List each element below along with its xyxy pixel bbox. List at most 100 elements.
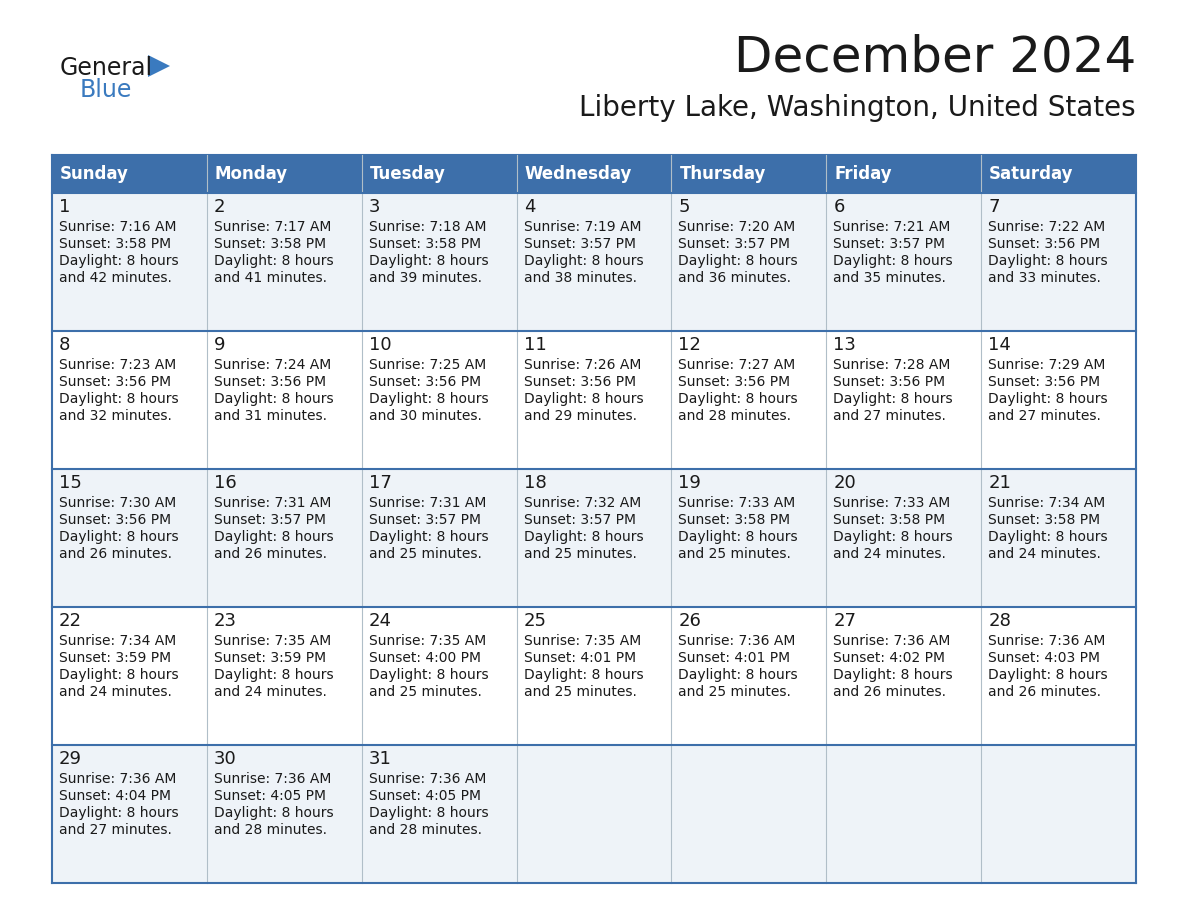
Bar — [827, 607, 981, 745]
Bar — [827, 331, 981, 469]
Bar — [207, 331, 361, 469]
Text: Daylight: 8 hours: Daylight: 8 hours — [59, 806, 178, 820]
Text: Sunrise: 7:34 AM: Sunrise: 7:34 AM — [59, 634, 176, 648]
Text: 15: 15 — [59, 474, 82, 492]
Text: Sunrise: 7:36 AM: Sunrise: 7:36 AM — [368, 772, 486, 786]
Bar — [671, 607, 827, 745]
Text: 5: 5 — [678, 198, 690, 216]
Text: Sunset: 3:57 PM: Sunset: 3:57 PM — [678, 237, 790, 251]
Text: Sunset: 3:59 PM: Sunset: 3:59 PM — [214, 651, 326, 665]
Text: and 24 minutes.: and 24 minutes. — [988, 547, 1101, 561]
Text: 25: 25 — [524, 612, 546, 630]
Text: Sunrise: 7:31 AM: Sunrise: 7:31 AM — [214, 496, 331, 510]
Text: Daylight: 8 hours: Daylight: 8 hours — [988, 530, 1107, 544]
Text: Sunrise: 7:23 AM: Sunrise: 7:23 AM — [59, 358, 176, 372]
Bar — [827, 193, 981, 331]
Text: 29: 29 — [59, 750, 82, 768]
Text: Daylight: 8 hours: Daylight: 8 hours — [988, 668, 1107, 682]
Text: Daylight: 8 hours: Daylight: 8 hours — [524, 392, 643, 406]
Text: Thursday: Thursday — [680, 165, 766, 183]
Bar — [361, 607, 517, 745]
Text: Sunset: 3:57 PM: Sunset: 3:57 PM — [368, 513, 481, 527]
Text: Wednesday: Wednesday — [525, 165, 632, 183]
Text: Daylight: 8 hours: Daylight: 8 hours — [524, 530, 643, 544]
Text: Daylight: 8 hours: Daylight: 8 hours — [214, 668, 334, 682]
Text: Sunrise: 7:20 AM: Sunrise: 7:20 AM — [678, 220, 796, 234]
Bar — [827, 745, 981, 883]
Text: Sunrise: 7:34 AM: Sunrise: 7:34 AM — [988, 496, 1105, 510]
Text: and 25 minutes.: and 25 minutes. — [368, 685, 481, 699]
Bar — [52, 745, 207, 883]
Text: 1: 1 — [59, 198, 70, 216]
Text: Sunset: 3:59 PM: Sunset: 3:59 PM — [59, 651, 171, 665]
Bar — [981, 607, 1136, 745]
Text: Tuesday: Tuesday — [369, 165, 446, 183]
Text: and 41 minutes.: and 41 minutes. — [214, 271, 327, 285]
Text: and 28 minutes.: and 28 minutes. — [214, 823, 327, 837]
Text: 16: 16 — [214, 474, 236, 492]
Bar — [517, 607, 671, 745]
Bar — [52, 469, 207, 607]
Text: Sunrise: 7:35 AM: Sunrise: 7:35 AM — [524, 634, 640, 648]
Text: 8: 8 — [59, 336, 70, 354]
Text: Sunrise: 7:21 AM: Sunrise: 7:21 AM — [833, 220, 950, 234]
Text: 14: 14 — [988, 336, 1011, 354]
Text: 26: 26 — [678, 612, 701, 630]
Text: 22: 22 — [59, 612, 82, 630]
Bar — [827, 469, 981, 607]
Text: Daylight: 8 hours: Daylight: 8 hours — [678, 254, 798, 268]
Text: and 35 minutes.: and 35 minutes. — [833, 271, 946, 285]
Text: 27: 27 — [833, 612, 857, 630]
Text: Sunset: 3:57 PM: Sunset: 3:57 PM — [833, 237, 946, 251]
Text: Sunset: 3:57 PM: Sunset: 3:57 PM — [524, 513, 636, 527]
Text: and 26 minutes.: and 26 minutes. — [214, 547, 327, 561]
Bar — [207, 469, 361, 607]
Text: and 28 minutes.: and 28 minutes. — [678, 409, 791, 423]
Text: Sunset: 3:56 PM: Sunset: 3:56 PM — [988, 237, 1100, 251]
Text: Sunset: 4:01 PM: Sunset: 4:01 PM — [524, 651, 636, 665]
Text: and 27 minutes.: and 27 minutes. — [833, 409, 946, 423]
Text: and 30 minutes.: and 30 minutes. — [368, 409, 481, 423]
Text: Sunrise: 7:32 AM: Sunrise: 7:32 AM — [524, 496, 640, 510]
Text: and 32 minutes.: and 32 minutes. — [59, 409, 172, 423]
Text: Daylight: 8 hours: Daylight: 8 hours — [214, 530, 334, 544]
Text: Daylight: 8 hours: Daylight: 8 hours — [368, 392, 488, 406]
Text: and 24 minutes.: and 24 minutes. — [214, 685, 327, 699]
Text: Daylight: 8 hours: Daylight: 8 hours — [59, 392, 178, 406]
Text: Sunset: 4:04 PM: Sunset: 4:04 PM — [59, 789, 171, 803]
Text: Daylight: 8 hours: Daylight: 8 hours — [214, 254, 334, 268]
Text: Friday: Friday — [834, 165, 892, 183]
Bar — [517, 745, 671, 883]
Text: and 25 minutes.: and 25 minutes. — [368, 547, 481, 561]
Bar — [361, 745, 517, 883]
Text: 11: 11 — [524, 336, 546, 354]
Text: Sunset: 3:56 PM: Sunset: 3:56 PM — [988, 375, 1100, 389]
Text: and 27 minutes.: and 27 minutes. — [59, 823, 172, 837]
Text: Daylight: 8 hours: Daylight: 8 hours — [59, 668, 178, 682]
Text: Sunday: Sunday — [61, 165, 128, 183]
Text: 10: 10 — [368, 336, 391, 354]
Text: and 24 minutes.: and 24 minutes. — [59, 685, 172, 699]
Text: 7: 7 — [988, 198, 999, 216]
Text: Daylight: 8 hours: Daylight: 8 hours — [988, 254, 1107, 268]
Text: Sunset: 4:05 PM: Sunset: 4:05 PM — [214, 789, 326, 803]
Text: Sunrise: 7:35 AM: Sunrise: 7:35 AM — [368, 634, 486, 648]
Text: 12: 12 — [678, 336, 701, 354]
Bar — [361, 331, 517, 469]
Text: Daylight: 8 hours: Daylight: 8 hours — [678, 392, 798, 406]
Text: 18: 18 — [524, 474, 546, 492]
Text: December 2024: December 2024 — [734, 34, 1136, 82]
Text: Sunrise: 7:33 AM: Sunrise: 7:33 AM — [678, 496, 796, 510]
Text: 21: 21 — [988, 474, 1011, 492]
Text: Daylight: 8 hours: Daylight: 8 hours — [214, 806, 334, 820]
Bar — [517, 193, 671, 331]
Text: Sunset: 4:00 PM: Sunset: 4:00 PM — [368, 651, 481, 665]
Text: Daylight: 8 hours: Daylight: 8 hours — [833, 254, 953, 268]
Text: and 25 minutes.: and 25 minutes. — [524, 547, 637, 561]
Bar — [361, 469, 517, 607]
Text: and 26 minutes.: and 26 minutes. — [59, 547, 172, 561]
Bar — [671, 469, 827, 607]
Text: and 25 minutes.: and 25 minutes. — [678, 547, 791, 561]
Text: Blue: Blue — [80, 78, 132, 102]
Text: Daylight: 8 hours: Daylight: 8 hours — [214, 392, 334, 406]
